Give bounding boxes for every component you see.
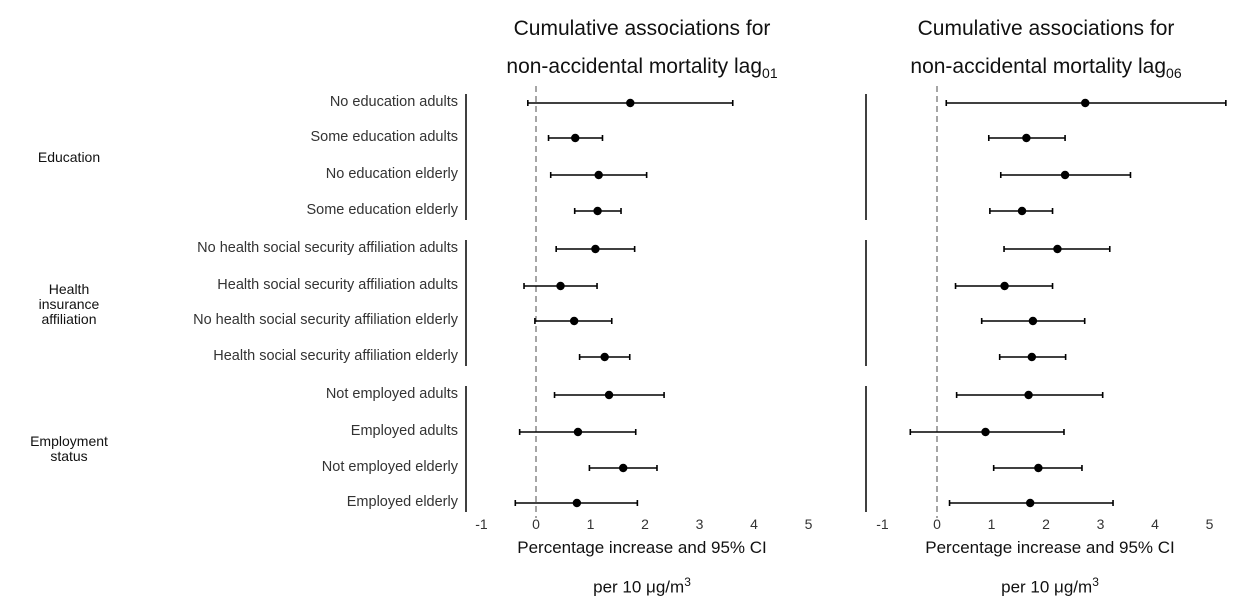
point-estimate	[556, 281, 565, 291]
category-label: Health social security affiliation adult…	[217, 277, 458, 293]
point-estimate	[1034, 463, 1043, 473]
x-tick-label: 3	[1097, 516, 1105, 532]
panel-title-line: Cumulative associations for	[513, 17, 771, 40]
category-label: Not employed elderly	[321, 459, 458, 475]
x-axis-title-line2: per 10 μg/m3	[1001, 575, 1099, 597]
x-tick-label: 3	[696, 516, 704, 532]
x-tick-label: 5	[1206, 516, 1214, 532]
point-estimate	[1028, 316, 1038, 326]
group-label-health-insurance: Health insurance affiliation	[38, 281, 100, 327]
category-label: No health social security affiliation ad…	[197, 240, 458, 256]
x-tick-label: 0	[532, 516, 540, 532]
x-tick-label: 5	[805, 516, 813, 532]
point-estimate	[1017, 206, 1027, 216]
category-label: No education adults	[329, 94, 458, 110]
title-subscript: 01	[762, 65, 778, 81]
point-estimate	[573, 427, 583, 437]
x-axis-title-line1: Percentage increase and 95% CI	[925, 538, 1175, 557]
x-axis-title-line2: per 10 μg/m3	[593, 575, 691, 597]
category-labels: Education Health insurance affiliation E…	[0, 0, 458, 594]
panel-title-lag01: Cumulative associations for non-accident…	[457, 10, 827, 92]
category-label: No health social security affiliation el…	[193, 312, 458, 328]
panel-title-line: non-accidental mortality lag01	[506, 55, 778, 81]
point-estimate	[571, 133, 580, 143]
point-estimate	[1022, 133, 1031, 143]
x-axis-title-line1: Percentage increase and 95% CI	[517, 538, 767, 557]
point-estimate	[981, 427, 990, 437]
point-estimate	[1025, 498, 1035, 508]
category-label: Employed adults	[350, 423, 458, 439]
x-tick-label: 1	[988, 516, 996, 532]
point-estimate	[1081, 98, 1090, 108]
x-tick-label: 2	[1042, 516, 1050, 532]
point-estimate	[594, 170, 603, 180]
point-estimate	[591, 244, 600, 254]
point-estimate	[1027, 352, 1037, 362]
category-label: Some education adults	[310, 129, 458, 145]
category-label: No education elderly	[325, 166, 458, 182]
panel-title-lag06: Cumulative associations for non-accident…	[856, 10, 1236, 92]
group-label-employment-status: Employment status	[30, 433, 108, 464]
x-tick-label: 2	[641, 516, 649, 532]
point-estimate	[593, 206, 602, 216]
x-tick-label: -1	[475, 516, 488, 532]
x-tick-label: -1	[876, 516, 889, 532]
point-estimate	[600, 352, 609, 362]
x-axis-title-lag01: Percentage increase and 95% CI per 10 μg…	[457, 531, 827, 605]
point-estimate	[1000, 281, 1009, 291]
panel-title-line: non-accidental mortality lag06	[910, 55, 1182, 81]
x-tick-label: 0	[933, 516, 941, 532]
point-estimate	[619, 463, 628, 473]
x-axis-title-lag06: Percentage increase and 95% CI per 10 μg…	[864, 531, 1236, 605]
point-estimate	[572, 498, 582, 508]
point-estimate	[1024, 390, 1033, 400]
point-estimate	[604, 390, 614, 400]
category-label: Employed elderly	[346, 494, 458, 510]
point-estimate	[626, 98, 635, 108]
panel-title-line: Cumulative associations for	[917, 17, 1175, 40]
title-subscript: 06	[1166, 65, 1182, 81]
point-estimate	[1060, 170, 1070, 180]
category-label: Not employed adults	[325, 386, 458, 402]
x-tick-label: 1	[587, 516, 595, 532]
category-label: Health social security affiliation elder…	[213, 348, 458, 364]
point-estimate	[569, 316, 579, 326]
point-estimate	[1053, 244, 1062, 254]
group-label-education: Education	[37, 149, 101, 165]
category-label: Some education elderly	[306, 202, 458, 218]
x-tick-label: 4	[750, 516, 758, 532]
x-tick-label: 4	[1151, 516, 1159, 532]
